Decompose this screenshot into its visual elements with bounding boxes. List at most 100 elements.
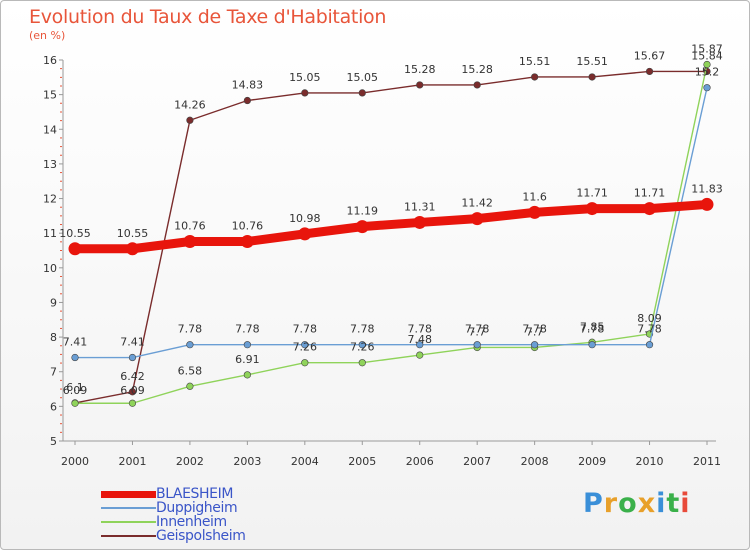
data-label: 7.26 bbox=[293, 341, 318, 354]
data-label: 7.78 bbox=[178, 323, 203, 336]
y-tick-label: 10 bbox=[43, 262, 57, 275]
legend-label: Innenheim bbox=[156, 514, 227, 530]
data-label: 6.42 bbox=[120, 370, 145, 383]
data-label: 7.41 bbox=[120, 336, 145, 349]
data-point bbox=[703, 60, 711, 69]
data-point bbox=[588, 73, 596, 81]
data-label: 10.55 bbox=[59, 227, 91, 240]
y-tick-label: 14 bbox=[43, 123, 57, 136]
data-label: 7.78 bbox=[465, 323, 490, 336]
logo-letter: r bbox=[603, 488, 619, 519]
data-point bbox=[128, 388, 137, 396]
data-label: 15.51 bbox=[519, 55, 551, 68]
data-label: 14.83 bbox=[232, 79, 264, 92]
data-label: 10.98 bbox=[289, 212, 321, 225]
data-point bbox=[183, 234, 197, 248]
data-point bbox=[703, 84, 711, 92]
data-point bbox=[186, 116, 194, 124]
data-point bbox=[355, 220, 369, 234]
data-point bbox=[358, 89, 366, 97]
data-point bbox=[301, 359, 309, 367]
chart-unit-label: (en %) bbox=[29, 29, 66, 42]
legend-label: BLAESHEIM bbox=[156, 486, 234, 502]
data-label: 11.31 bbox=[404, 200, 436, 213]
data-point bbox=[645, 341, 654, 349]
logo-letter: i bbox=[680, 488, 691, 519]
data-label: 15.05 bbox=[289, 71, 321, 84]
logo-letter: o bbox=[618, 488, 638, 519]
x-tick-label: 2009 bbox=[578, 455, 606, 468]
data-point bbox=[358, 341, 366, 349]
x-tick-label: 2003 bbox=[233, 455, 261, 468]
data-label: 7.26 bbox=[350, 341, 375, 354]
data-label: 7.78 bbox=[293, 323, 318, 336]
data-label: 11.19 bbox=[347, 205, 379, 218]
data-point bbox=[588, 341, 596, 349]
data-point bbox=[68, 242, 82, 256]
data-point bbox=[243, 96, 251, 105]
legend-label: Geispolsheim bbox=[156, 528, 246, 544]
data-label: 7.7 bbox=[526, 325, 544, 338]
y-tick-label: 15 bbox=[43, 89, 57, 102]
data-point bbox=[585, 202, 599, 216]
legend-swatch bbox=[101, 491, 156, 498]
data-point bbox=[416, 351, 424, 359]
data-point bbox=[298, 227, 312, 241]
data-point bbox=[243, 341, 251, 349]
data-point bbox=[71, 353, 79, 362]
x-tick-label: 2008 bbox=[521, 455, 549, 468]
data-label: 7.78 bbox=[580, 323, 605, 336]
data-label: 14.26 bbox=[174, 98, 206, 111]
x-tick-label: 2011 bbox=[693, 455, 721, 468]
series-line-duppigheim bbox=[74, 87, 708, 359]
x-tick-label: 2001 bbox=[118, 455, 146, 468]
data-point bbox=[700, 197, 714, 211]
data-label: 7.78 bbox=[350, 323, 375, 336]
y-tick-label: 9 bbox=[50, 296, 57, 309]
x-tick-label: 2006 bbox=[406, 455, 434, 468]
legend-swatch bbox=[101, 535, 156, 537]
data-label: 11.71 bbox=[634, 187, 666, 200]
x-tick-label: 2004 bbox=[291, 455, 319, 468]
data-point bbox=[186, 341, 194, 349]
data-label: 6.1 bbox=[66, 381, 84, 394]
data-label: 15.87 bbox=[691, 43, 723, 56]
data-label: 11.71 bbox=[576, 187, 608, 200]
data-label: 10.76 bbox=[232, 219, 264, 232]
y-tick-label: 16 bbox=[43, 54, 57, 67]
legend-swatch bbox=[101, 507, 156, 509]
data-label: 7.78 bbox=[522, 323, 547, 336]
y-tick-label: 13 bbox=[43, 158, 57, 171]
y-tick-label: 8 bbox=[50, 331, 57, 344]
data-label: 6.91 bbox=[235, 353, 260, 366]
data-label: 7.78 bbox=[235, 323, 260, 336]
logo-letter: i bbox=[656, 488, 667, 519]
data-label: 6.58 bbox=[178, 364, 203, 377]
brand-logo: Proxiti bbox=[583, 488, 691, 519]
data-label: 15.28 bbox=[461, 63, 493, 76]
data-label: 6.09 bbox=[63, 384, 88, 397]
legend-label: Duppigheim bbox=[156, 500, 238, 516]
data-point bbox=[125, 242, 139, 256]
logo-letter: P bbox=[583, 488, 604, 519]
data-point bbox=[416, 341, 424, 349]
data-label: 7.85 bbox=[580, 320, 605, 333]
data-point bbox=[413, 215, 427, 229]
data-point bbox=[470, 212, 484, 226]
data-point bbox=[301, 341, 309, 349]
x-tick-label: 2005 bbox=[348, 455, 376, 468]
data-label: 11.42 bbox=[461, 197, 493, 210]
data-label: 15.28 bbox=[404, 63, 436, 76]
data-point bbox=[416, 81, 424, 89]
data-label: 15.51 bbox=[576, 55, 608, 68]
data-label: 11.6 bbox=[522, 190, 547, 203]
data-label: 10.55 bbox=[117, 227, 149, 240]
data-point bbox=[473, 81, 481, 89]
data-label: 10.76 bbox=[174, 219, 206, 232]
data-point bbox=[71, 399, 79, 407]
data-point bbox=[531, 341, 539, 349]
data-label: 8.09 bbox=[637, 312, 662, 325]
series-line-geispolsheim bbox=[74, 70, 708, 404]
y-tick-label: 5 bbox=[50, 435, 57, 448]
